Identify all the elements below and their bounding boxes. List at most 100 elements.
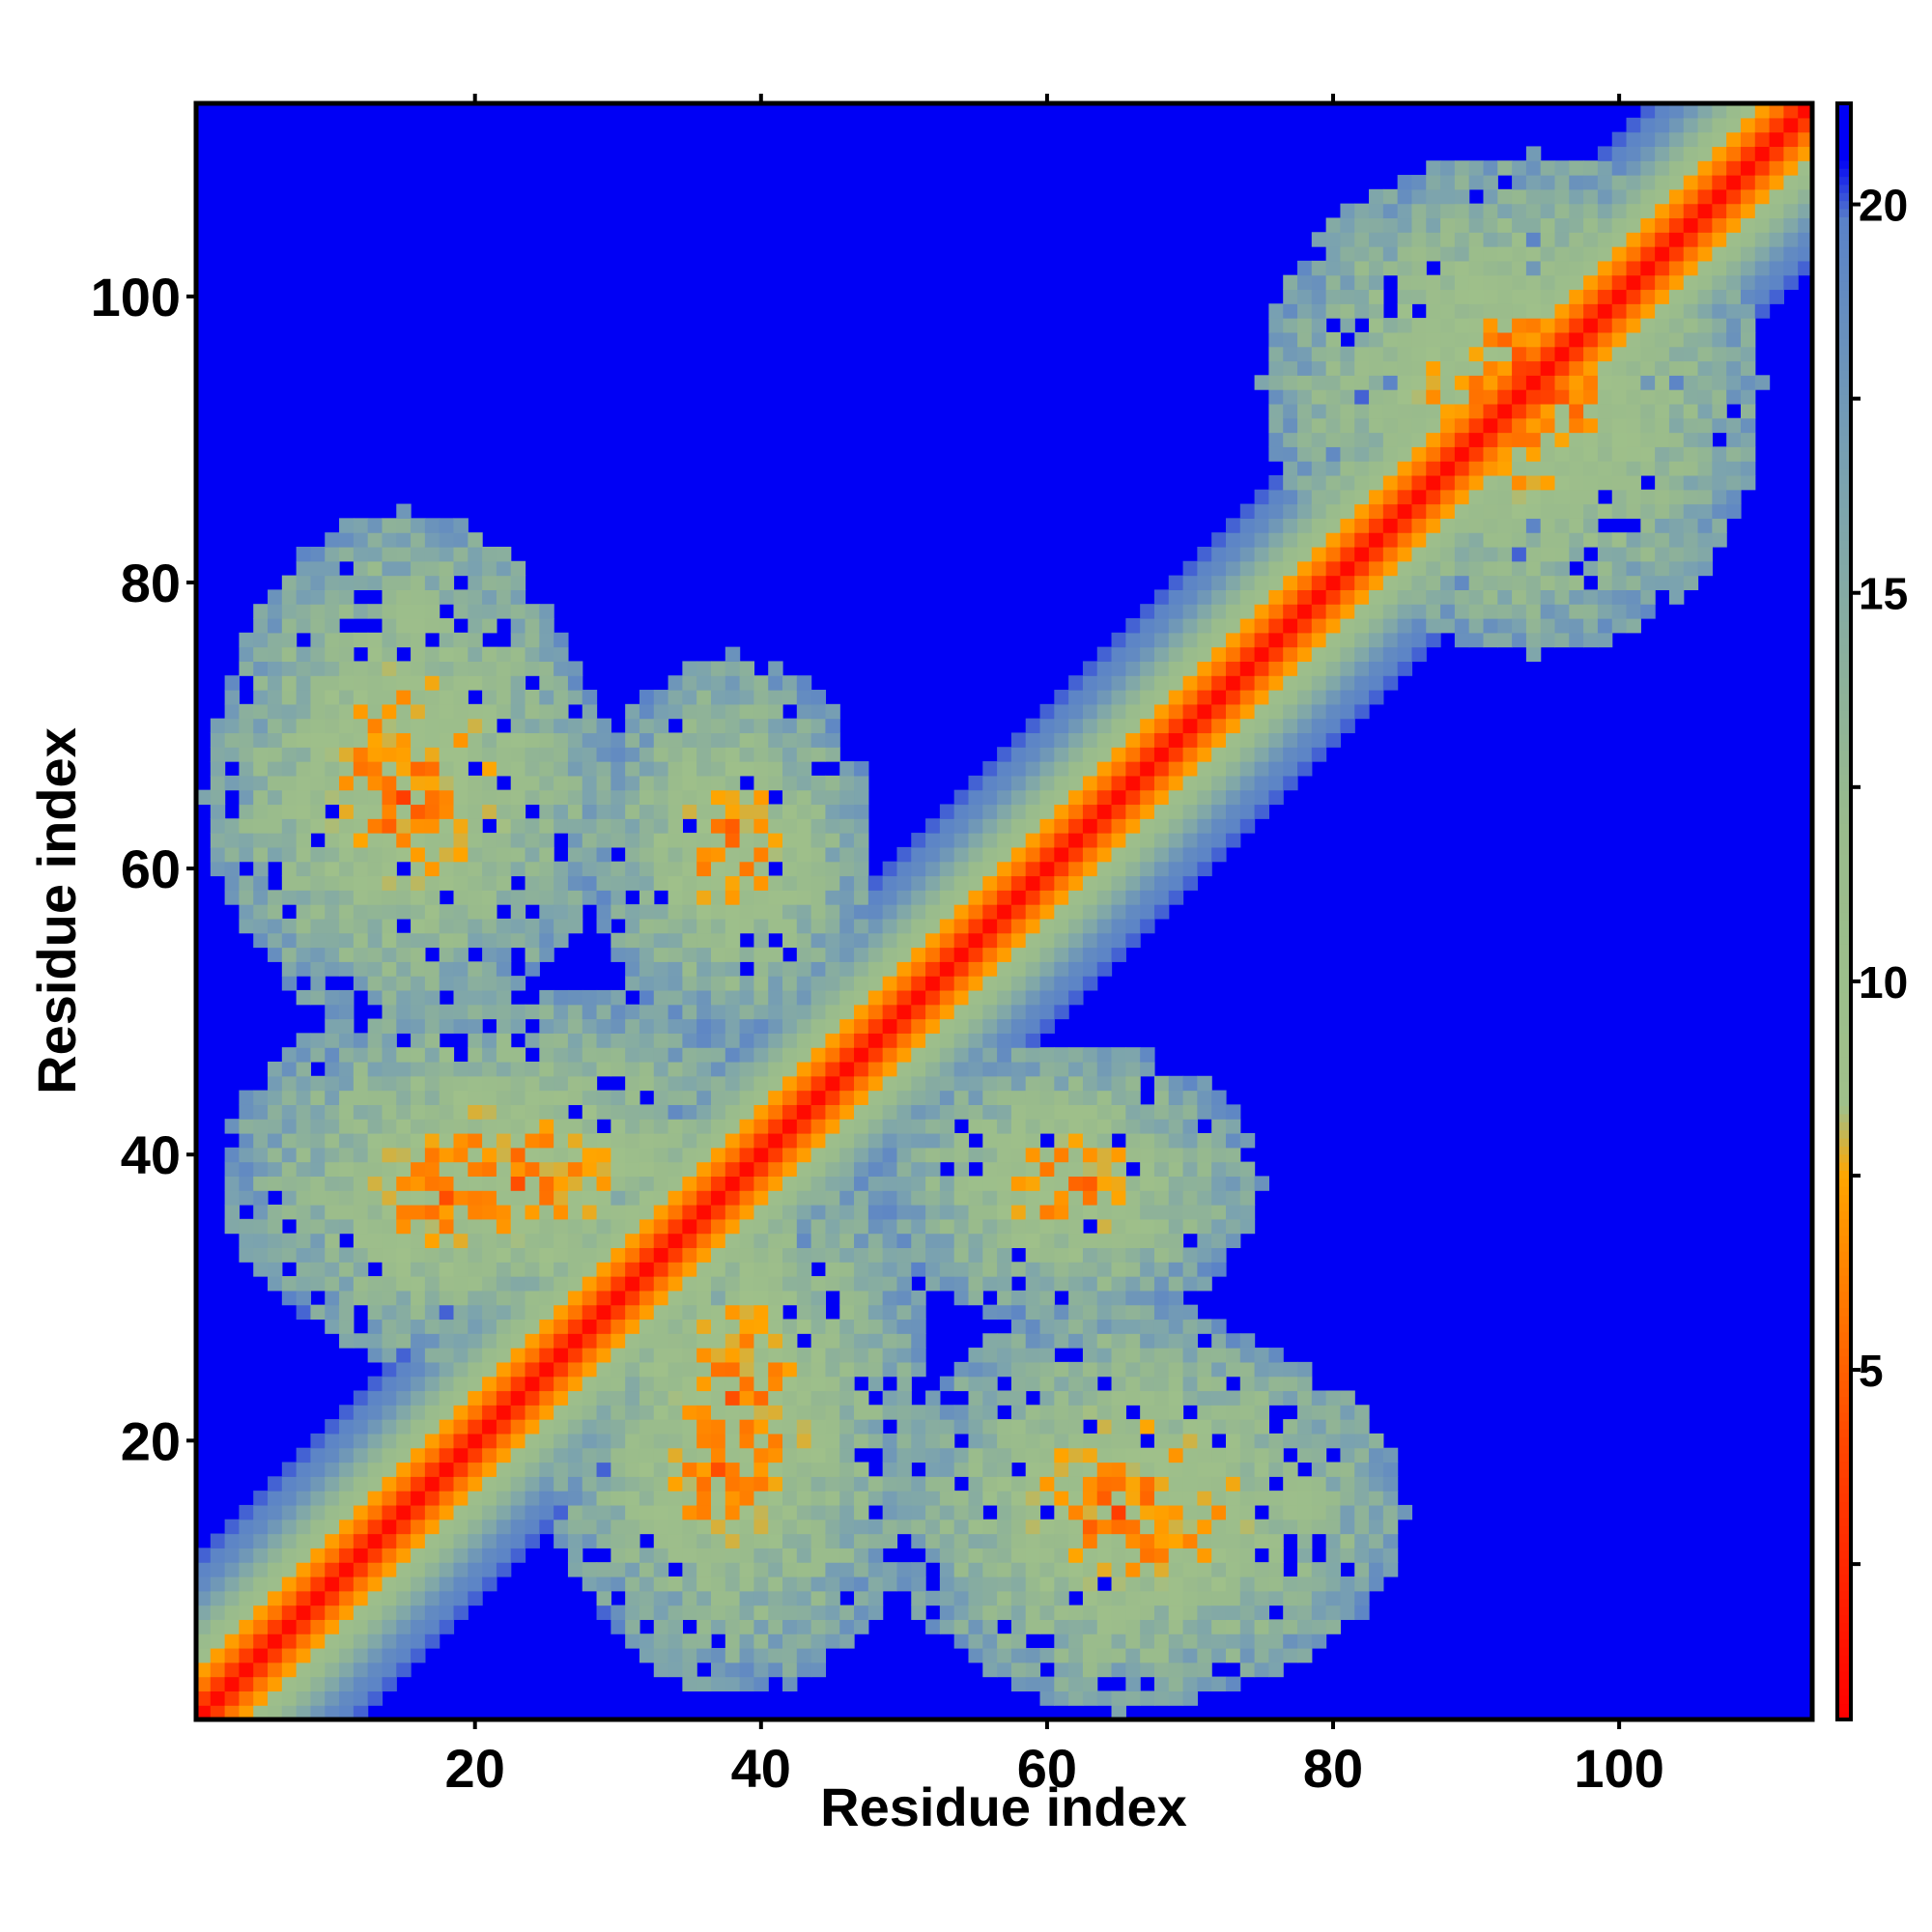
heatmap-cell	[468, 1361, 483, 1378]
heatmap-cell	[839, 1376, 855, 1392]
heatmap-cell	[1010, 861, 1027, 877]
heatmap-cell	[653, 947, 669, 962]
heatmap-cell	[1182, 775, 1198, 791]
heatmap-cell	[696, 818, 712, 834]
heatmap-cell	[1168, 703, 1184, 720]
heatmap-cell	[997, 761, 1012, 777]
heatmap-cell	[1140, 1047, 1155, 1063]
heatmap-cell	[382, 1447, 397, 1463]
heatmap-cell	[896, 918, 912, 934]
heatmap-cell	[268, 1605, 283, 1620]
heatmap-cell	[382, 589, 397, 605]
heatmap-cell	[210, 789, 226, 806]
heatmap-cell	[839, 1433, 855, 1449]
heatmap-cell	[997, 833, 1012, 848]
heatmap-cell	[968, 1590, 983, 1606]
heatmap-cell	[468, 1176, 483, 1191]
heatmap-cell	[710, 775, 726, 791]
heatmap-cell	[281, 617, 298, 634]
heatmap-cell	[810, 833, 827, 848]
heatmap-cell	[353, 890, 369, 905]
heatmap-cell	[1153, 1447, 1170, 1463]
heatmap-cell	[268, 1576, 283, 1592]
heatmap-cell	[554, 761, 569, 777]
heatmap-cell	[968, 1533, 983, 1548]
heatmap-cell	[710, 1304, 726, 1321]
heatmap-cell	[911, 1348, 926, 1363]
heatmap-cell	[453, 1247, 469, 1263]
heatmap-cell	[253, 918, 269, 934]
heatmap-cell	[1039, 1018, 1055, 1034]
heatmap-cell	[1211, 1619, 1227, 1634]
heatmap-cell	[1125, 1218, 1141, 1235]
heatmap-cell	[468, 1562, 483, 1577]
heatmap-cell	[1025, 1433, 1041, 1449]
heatmap-cell	[1211, 1519, 1227, 1535]
heatmap-cell	[668, 1004, 683, 1020]
heatmap-cell	[382, 989, 397, 1006]
heatmap-cells	[196, 103, 1813, 1720]
heatmap-cell	[1254, 646, 1269, 663]
heatmap-cell	[1297, 1562, 1313, 1577]
heatmap-cell	[768, 804, 783, 819]
heatmap-cell	[696, 1262, 712, 1277]
heatmap-cell	[582, 1104, 598, 1120]
heatmap-cell	[1340, 403, 1355, 419]
heatmap-cell	[539, 947, 554, 962]
heatmap-cell	[1054, 1476, 1069, 1492]
heatmap-cell	[682, 1605, 697, 1620]
heatmap-cell	[296, 1104, 312, 1120]
heatmap-cell	[1182, 1476, 1198, 1492]
heatmap-cell	[825, 1190, 840, 1206]
heatmap-cell	[224, 732, 241, 748]
heatmap-cell	[1068, 1576, 1084, 1592]
heatmap-cell	[510, 846, 526, 863]
heatmap-cell	[997, 1662, 1012, 1678]
heatmap-cell	[424, 875, 440, 891]
heatmap-cell	[611, 789, 626, 806]
heatmap-cell	[567, 1333, 583, 1349]
heatmap-cell	[554, 703, 569, 720]
heatmap-cell	[525, 1205, 540, 1220]
heatmap-cell	[925, 1147, 941, 1163]
heatmap-cell	[925, 1004, 941, 1020]
heatmap-cell	[796, 1061, 812, 1077]
heatmap-cell	[281, 575, 298, 590]
heatmap-cell	[724, 1290, 741, 1306]
heatmap-cell	[867, 961, 884, 977]
heatmap-cell	[424, 1333, 440, 1349]
heatmap-cell	[296, 1504, 312, 1520]
heatmap-cell	[911, 1218, 926, 1235]
heatmap-cell	[682, 1419, 697, 1435]
heatmap-cell	[367, 1190, 384, 1206]
heatmap-cell	[1025, 833, 1041, 848]
heatmap-cell	[939, 1104, 955, 1120]
heatmap-cell	[882, 1104, 898, 1120]
heatmap-cell	[1168, 1605, 1184, 1620]
heatmap-cell	[582, 1504, 598, 1520]
heatmap-cell	[1168, 1419, 1184, 1435]
heatmap-cell	[424, 1491, 440, 1506]
heatmap-cell	[611, 1605, 626, 1620]
heatmap-cell	[625, 861, 640, 877]
heatmap-cell	[1039, 1161, 1055, 1177]
heatmap-cell	[1140, 646, 1155, 663]
heatmap-cell	[896, 1276, 912, 1292]
heatmap-cell	[1082, 1205, 1098, 1220]
heatmap-cell	[653, 1405, 669, 1420]
heatmap-cell	[953, 1361, 970, 1378]
heatmap-cell	[939, 1262, 955, 1277]
heatmap-cell	[825, 804, 840, 819]
heatmap-cell	[296, 675, 312, 691]
heatmap-cell	[825, 1376, 840, 1392]
heatmap-cell	[1311, 474, 1327, 491]
heatmap-cell	[453, 1348, 469, 1363]
heatmap-cell	[439, 1047, 455, 1063]
heatmap-cell	[911, 1491, 926, 1506]
heatmap-cell	[411, 1276, 426, 1292]
heatmap-cell	[1182, 761, 1198, 777]
heatmap-cell	[310, 675, 326, 691]
heatmap-cell	[554, 1147, 569, 1163]
heatmap-cell	[567, 1262, 583, 1277]
heatmap-cell	[411, 1176, 426, 1191]
